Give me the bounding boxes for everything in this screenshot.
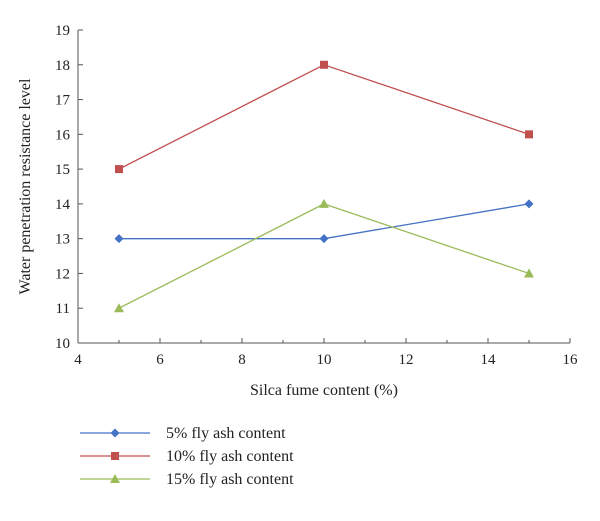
data-point [114, 303, 124, 313]
y-tick-label: 18 [55, 58, 70, 74]
legend-marker [110, 428, 120, 438]
x-axis-title: Silca fume content (%) [250, 382, 398, 399]
series-layer [114, 60, 534, 313]
y-tick-label: 16 [55, 127, 71, 143]
series-3 [114, 198, 534, 313]
x-tick-label: 14 [481, 352, 497, 368]
y-tick-label: 11 [56, 301, 70, 317]
x-tick-label: 10 [317, 352, 332, 368]
legend-marker [110, 474, 120, 483]
x-tick-label: 12 [399, 352, 414, 368]
y-tick-label: 19 [55, 23, 70, 39]
legend-entry: 5% fly ash content [80, 425, 286, 442]
series-1 [114, 199, 534, 244]
y-tick-label: 13 [55, 232, 70, 248]
y-tick-label: 17 [55, 93, 71, 109]
data-point [524, 199, 534, 209]
axes: 10 11 12 13 14 15 16 17 18 19 4 6 8 10 12 14 16 [55, 23, 578, 368]
data-point [319, 234, 329, 244]
legend: 5% fly ash content 10% fly ash content 15%… [80, 425, 294, 488]
data-point [524, 268, 534, 278]
legend-entry: 15% fly ash content [80, 471, 294, 488]
legend-label: 15% fly ash content [166, 471, 294, 488]
data-point [114, 234, 124, 244]
x-tick-label: 4 [74, 352, 82, 368]
x-tick-label: 8 [238, 352, 246, 368]
y-tick-label: 14 [55, 197, 71, 213]
data-point [525, 130, 533, 139]
series-2 [115, 60, 533, 174]
legend-label: 10% fly ash content [166, 448, 294, 465]
x-tick-label: 6 [156, 352, 164, 368]
x-tick-label: 16 [563, 352, 579, 368]
legend-label: 5% fly ash content [166, 425, 286, 442]
data-point [319, 198, 329, 208]
y-axis-title: Water penetration resistance level [17, 78, 34, 294]
data-point [320, 60, 328, 69]
series-line [118, 64, 530, 170]
series-line [118, 203, 530, 309]
y-tick-label: 10 [55, 336, 70, 352]
y-tick-label: 15 [55, 162, 70, 178]
legend-marker [111, 452, 119, 460]
legend-entry: 10% fly ash content [80, 448, 294, 465]
series-line [119, 203, 530, 240]
data-point [115, 165, 123, 174]
y-tick-label: 12 [55, 266, 70, 282]
